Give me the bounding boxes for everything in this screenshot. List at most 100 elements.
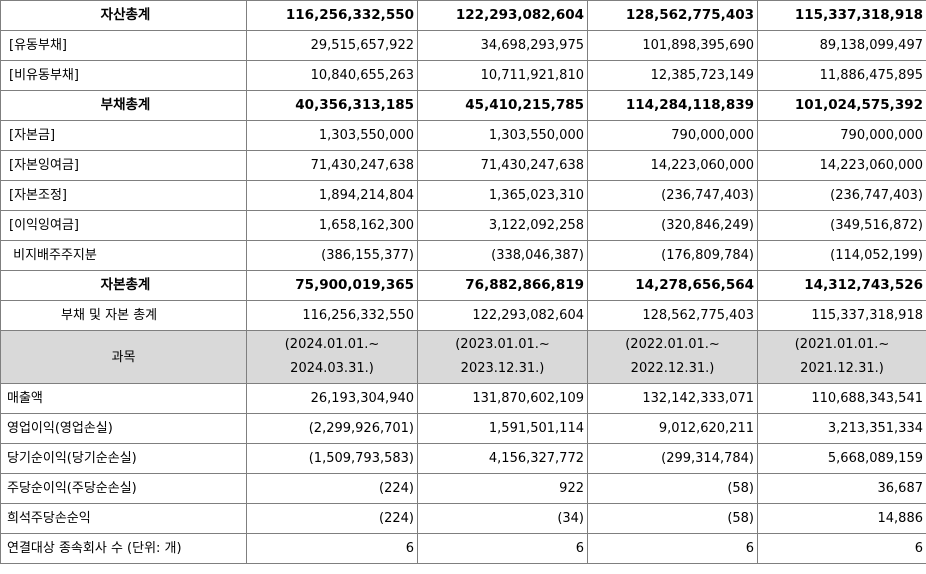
value-cell: 115,337,318,918 bbox=[757, 0, 926, 31]
value-cell: 14,223,060,000 bbox=[757, 150, 926, 181]
row-label: [자본금] bbox=[0, 120, 247, 151]
value-cell: 1,303,550,000 bbox=[417, 120, 588, 151]
value-cell: (224) bbox=[246, 503, 418, 534]
value-cell: (2,299,926,701) bbox=[246, 413, 418, 444]
value-cell: 1,658,162,300 bbox=[246, 210, 418, 241]
value-cell: 76,882,866,819 bbox=[417, 270, 588, 301]
period-start: (2023.01.01.~ bbox=[455, 337, 550, 352]
row-label: [유동부채] bbox=[0, 30, 247, 61]
header-period: (2023.01.01.~ 2023.12.31.) bbox=[417, 330, 588, 384]
header-subject-label: 과목 bbox=[0, 330, 247, 384]
period-start: (2022.01.01.~ bbox=[625, 337, 720, 352]
value-cell: (1,509,793,583) bbox=[246, 443, 418, 474]
value-cell: 115,337,318,918 bbox=[757, 300, 926, 331]
row-capital-surplus: [자본잉여금] 71,430,247,638 71,430,247,638 14… bbox=[0, 150, 926, 181]
value-cell: (58) bbox=[587, 473, 758, 504]
value-cell: (299,314,784) bbox=[587, 443, 758, 474]
row-operating-income: 영업이익(영업손실) (2,299,926,701) 1,591,501,114… bbox=[0, 413, 926, 444]
value-cell: (34) bbox=[417, 503, 588, 534]
value-cell: (236,747,403) bbox=[587, 180, 758, 211]
value-cell: 12,385,723,149 bbox=[587, 60, 758, 91]
value-cell: 45,410,215,785 bbox=[417, 90, 588, 121]
value-cell: (58) bbox=[587, 503, 758, 534]
value-cell: 14,886 bbox=[757, 503, 926, 534]
value-cell: (236,747,403) bbox=[757, 180, 926, 211]
value-cell: 71,430,247,638 bbox=[246, 150, 418, 181]
row-label: [자본조정] bbox=[0, 180, 247, 211]
value-cell: 128,562,775,403 bbox=[587, 0, 758, 31]
value-cell: (386,155,377) bbox=[246, 240, 418, 271]
value-cell: (114,052,199) bbox=[757, 240, 926, 271]
row-total-liabilities: 부채총계 40,356,313,185 45,410,215,785 114,2… bbox=[0, 90, 926, 121]
period-end: 2022.12.31.) bbox=[630, 361, 715, 376]
row-label: 부채총계 bbox=[0, 90, 247, 121]
value-cell: 6 bbox=[587, 533, 758, 564]
value-cell: (338,046,387) bbox=[417, 240, 588, 271]
row-label: 자산총계 bbox=[0, 0, 247, 31]
income-header-row: 과목 (2024.01.01.~ 2024.03.31.) (2023.01.0… bbox=[0, 330, 926, 384]
row-total-liabilities-and-equity: 부채 및 자본 총계 116,256,332,550 122,293,082,6… bbox=[0, 300, 926, 331]
row-total-assets: 자산총계 116,256,332,550 122,293,082,604 128… bbox=[0, 0, 926, 31]
value-cell: 922 bbox=[417, 473, 588, 504]
value-cell: 101,024,575,392 bbox=[757, 90, 926, 121]
value-cell: 110,688,343,541 bbox=[757, 383, 926, 414]
value-cell: 26,193,304,940 bbox=[246, 383, 418, 414]
value-cell: 122,293,082,604 bbox=[417, 300, 588, 331]
row-label: 당기순이익(당기순손실) bbox=[0, 443, 247, 474]
row-label: 영업이익(영업손실) bbox=[0, 413, 247, 444]
value-cell: 1,365,023,310 bbox=[417, 180, 588, 211]
period-end: 2024.03.31.) bbox=[290, 361, 374, 376]
value-cell: 3,213,351,334 bbox=[757, 413, 926, 444]
row-label: 부채 및 자본 총계 bbox=[0, 300, 247, 331]
period-start: (2021.01.01.~ bbox=[794, 337, 890, 352]
row-capital-adjustment: [자본조정] 1,894,214,804 1,365,023,310 (236,… bbox=[0, 180, 926, 211]
value-cell: 14,312,743,526 bbox=[757, 270, 926, 301]
row-label: 자본총계 bbox=[0, 270, 247, 301]
row-label: [자본잉여금] bbox=[0, 150, 247, 181]
row-diluted-eps: 희석주당손순익 (224) (34) (58) 14,886 bbox=[0, 503, 926, 534]
value-cell: (320,846,249) bbox=[587, 210, 758, 241]
row-label: 주당순이익(주당순손실) bbox=[0, 473, 247, 504]
value-cell: 114,284,118,839 bbox=[587, 90, 758, 121]
row-label: [이익잉여금] bbox=[0, 210, 247, 241]
value-cell: 11,886,475,895 bbox=[757, 60, 926, 91]
row-current-liabilities: [유동부채] 29,515,657,922 34,698,293,975 101… bbox=[0, 30, 926, 61]
value-cell: 6 bbox=[757, 533, 926, 564]
row-noncurrent-liabilities: [비유동부채] 10,840,655,263 10,711,921,810 12… bbox=[0, 60, 926, 91]
value-cell: 790,000,000 bbox=[587, 120, 758, 151]
value-cell: (176,809,784) bbox=[587, 240, 758, 271]
period-end: 2023.12.31.) bbox=[460, 361, 545, 376]
value-cell: 14,278,656,564 bbox=[587, 270, 758, 301]
value-cell: 14,223,060,000 bbox=[587, 150, 758, 181]
row-revenue: 매출액 26,193,304,940 131,870,602,109 132,1… bbox=[0, 383, 926, 414]
value-cell: 10,840,655,263 bbox=[246, 60, 418, 91]
value-cell: 131,870,602,109 bbox=[417, 383, 588, 414]
value-cell: 6 bbox=[417, 533, 588, 564]
row-label: 매출액 bbox=[0, 383, 247, 414]
row-label: 희석주당손순익 bbox=[0, 503, 247, 534]
row-total-equity: 자본총계 75,900,019,365 76,882,866,819 14,27… bbox=[0, 270, 926, 301]
value-cell: (349,516,872) bbox=[757, 210, 926, 241]
value-cell: 4,156,327,772 bbox=[417, 443, 588, 474]
value-cell: 1,303,550,000 bbox=[246, 120, 418, 151]
value-cell: 9,012,620,211 bbox=[587, 413, 758, 444]
row-capital-stock: [자본금] 1,303,550,000 1,303,550,000 790,00… bbox=[0, 120, 926, 151]
value-cell: 132,142,333,071 bbox=[587, 383, 758, 414]
value-cell: 116,256,332,550 bbox=[246, 300, 418, 331]
value-cell: 128,562,775,403 bbox=[587, 300, 758, 331]
value-cell: 122,293,082,604 bbox=[417, 0, 588, 31]
value-cell: 89,138,099,497 bbox=[757, 30, 926, 61]
value-cell: 6 bbox=[246, 533, 418, 564]
value-cell: 10,711,921,810 bbox=[417, 60, 588, 91]
row-label: 연결대상 종속회사 수 (단위: 개) bbox=[0, 533, 247, 564]
value-cell: 790,000,000 bbox=[757, 120, 926, 151]
row-net-income: 당기순이익(당기순손실) (1,509,793,583) 4,156,327,7… bbox=[0, 443, 926, 474]
period-end: 2021.12.31.) bbox=[800, 361, 884, 376]
value-cell: 1,894,214,804 bbox=[246, 180, 418, 211]
value-cell: 36,687 bbox=[757, 473, 926, 504]
header-period: (2021.01.01.~ 2021.12.31.) bbox=[757, 330, 926, 384]
value-cell: 34,698,293,975 bbox=[417, 30, 588, 61]
value-cell: 29,515,657,922 bbox=[246, 30, 418, 61]
row-subsidiary-count: 연결대상 종속회사 수 (단위: 개) 6 6 6 6 bbox=[0, 533, 926, 564]
value-cell: 3,122,092,258 bbox=[417, 210, 588, 241]
